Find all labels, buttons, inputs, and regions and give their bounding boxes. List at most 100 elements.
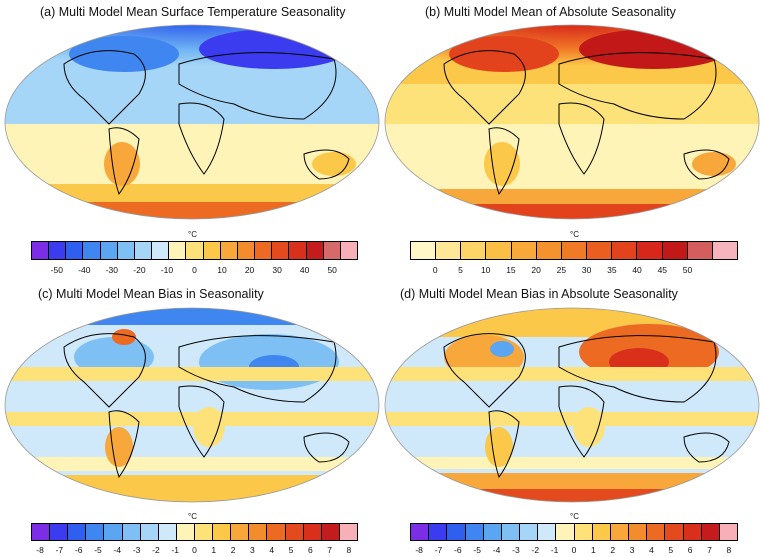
colorbar-tick-label: -7 <box>434 545 443 555</box>
colorbar-b-ticks: 0 5 10 15 20 25 30 35 40 45 50 <box>410 265 738 277</box>
colorbar-swatch <box>49 242 67 259</box>
colorbar-swatch <box>323 242 341 259</box>
colorbar-swatch <box>465 524 484 540</box>
colorbar-swatch <box>411 242 437 259</box>
colorbar-tick-label: -3 <box>512 545 520 555</box>
colorbar-swatch <box>574 524 593 540</box>
colorbar-swatch <box>701 524 720 540</box>
colorbar-swatch <box>629 524 648 540</box>
colorbar-tick-label: 8 <box>726 545 732 555</box>
colorbar-tick-label: -8 <box>36 545 44 555</box>
colorbar-tick-label: 4 <box>269 545 275 555</box>
colorbar-swatch <box>647 524 666 540</box>
colorbar-swatch <box>194 524 214 540</box>
colorbar-swatch <box>719 524 738 540</box>
colorbar-tick-label: -1 <box>171 545 179 555</box>
colorbar-swatch <box>411 524 430 540</box>
colorbar-a <box>31 241 358 260</box>
colorbar-swatch <box>687 242 713 259</box>
colorbar-swatch <box>637 242 663 259</box>
colorbar-swatch <box>511 242 537 259</box>
colorbar-swatch <box>321 524 340 540</box>
colorbar-tick-label: 20 <box>244 265 255 275</box>
panel-c-unit: °C <box>188 512 197 521</box>
colorbar-tick-label: 25 <box>556 265 567 275</box>
colorbar-swatch <box>169 242 187 259</box>
colorbar-c <box>31 523 358 541</box>
map-panel-d <box>384 307 760 503</box>
colorbar-tick-label: 6 <box>307 545 313 555</box>
coastlines-d <box>443 333 730 479</box>
colorbar-swatch <box>122 524 141 540</box>
colorbar-swatch <box>86 524 105 540</box>
colorbar-swatch <box>662 242 688 259</box>
colorbar-swatch <box>538 524 557 540</box>
panel-c-title: (c) Multi Model Mean Bias in Seasonality <box>38 287 264 301</box>
colorbar-tick-label: -6 <box>74 545 83 555</box>
colorbar-swatch <box>213 524 232 540</box>
colorbar-d-ticks: -8 -7 -6 -5 -4 -3 -2 -1 0 1 2 3 4 5 6 7 8 <box>410 545 738 557</box>
map-panel-a <box>4 24 380 220</box>
colorbar-tick-label: 45 <box>657 265 668 275</box>
colorbar-swatch <box>100 242 118 259</box>
colorbar-tick-label: -2 <box>152 545 160 555</box>
colorbar-tick-label: -10 <box>160 265 174 275</box>
colorbar-swatch <box>587 242 613 259</box>
colorbar-swatch <box>340 242 357 259</box>
colorbar-swatch <box>683 524 702 540</box>
colorbar-swatch <box>158 524 177 540</box>
colorbar-tick-label: 1 <box>590 545 596 555</box>
colorbar-swatch <box>231 524 250 540</box>
colorbar-c-ticks: -8 -7 -6 -5 -4 -3 -2 -1 0 1 2 3 4 5 6 7 8 <box>31 545 358 557</box>
panel-d-unit: °C <box>570 512 579 521</box>
colorbar-swatch <box>255 242 273 259</box>
colorbar-tick-label: -4 <box>492 545 501 555</box>
colorbar-tick-label: -8 <box>415 545 423 555</box>
colorbar-swatch <box>152 242 170 259</box>
coastlines-c <box>63 333 350 479</box>
colorbar-tick-label: -20 <box>133 265 146 275</box>
colorbar-tick-label: 8 <box>346 545 352 555</box>
panel-b-unit: °C <box>570 230 579 239</box>
colorbar-tick-label: 35 <box>607 265 617 275</box>
colorbar-swatch <box>68 524 87 540</box>
colorbar-tick-label: 4 <box>649 545 654 555</box>
colorbar-tick-label: 10 <box>217 265 227 275</box>
colorbar-d <box>410 523 738 541</box>
colorbar-swatch <box>592 524 611 540</box>
colorbar-swatch <box>483 524 502 540</box>
colorbar-swatch <box>556 524 575 540</box>
colorbar-tick-label: -4 <box>113 545 122 555</box>
colorbar-tick-label: 1 <box>211 545 217 555</box>
colorbar-tick-label: -5 <box>94 545 102 555</box>
colorbar-tick-label: 40 <box>632 265 642 275</box>
colorbar-swatch <box>536 242 562 259</box>
colorbar-tick-label: 20 <box>531 265 541 275</box>
colorbar-tick-label: -5 <box>473 545 481 555</box>
colorbar-tick-label: 2 <box>610 545 616 555</box>
coastlines-a <box>63 50 350 196</box>
colorbar-tick-label: -3 <box>132 545 141 555</box>
colorbar-swatch <box>140 524 159 540</box>
colorbar-a-ticks: -50 -40 -30 -20 -10 0 10 20 30 40 50 <box>31 265 358 277</box>
colorbar-tick-label: 0 <box>192 545 197 555</box>
panel-a-unit: °C <box>188 230 197 239</box>
colorbar-tick-label: 3 <box>629 545 635 555</box>
colorbar-tick-label: -6 <box>454 545 462 555</box>
colorbar-tick-label: 0 <box>192 265 197 275</box>
colorbar-swatch <box>520 524 539 540</box>
colorbar-swatch <box>66 242 84 259</box>
colorbar-swatch <box>104 524 123 540</box>
colorbar-tick-label: 0 <box>571 545 577 555</box>
panel-a-title: (a) Multi Model Mean Surface Temperature… <box>40 5 346 19</box>
colorbar-swatch <box>134 242 153 259</box>
colorbar-swatch <box>237 242 256 259</box>
colorbar-tick-label: 5 <box>288 545 294 555</box>
colorbar-tick-label: -40 <box>78 265 91 275</box>
colorbar-tick-label: -30 <box>105 265 119 275</box>
colorbar-tick-label: 10 <box>480 265 491 275</box>
colorbar-tick-label: -2 <box>531 545 540 555</box>
colorbar-swatch <box>501 524 521 540</box>
colorbar-tick-label: 40 <box>299 265 310 275</box>
colorbar-tick-label: 2 <box>230 545 236 555</box>
